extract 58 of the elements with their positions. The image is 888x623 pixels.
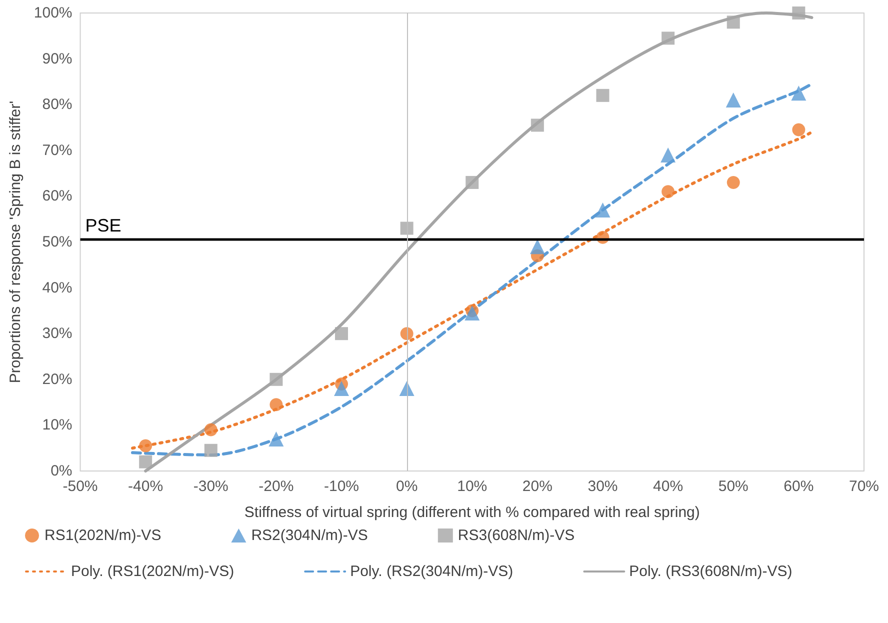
x-tick-label: 60% [784, 478, 814, 495]
point [466, 176, 479, 189]
y-tick-label: 80% [42, 96, 72, 114]
legend-label: Poly. (RS3(608N/m)-VS) [629, 563, 792, 580]
x-tick-label: 20% [522, 478, 552, 495]
x-tick-label: -30% [193, 478, 228, 495]
x-tick-label: -20% [258, 478, 294, 495]
x-tick-label: -40% [128, 478, 164, 495]
point [662, 32, 675, 45]
point [726, 92, 741, 108]
point [139, 439, 152, 452]
x-tick-label: 40% [653, 478, 684, 495]
point [726, 16, 740, 29]
y-tick-label: 30% [42, 325, 72, 342]
point [595, 202, 610, 218]
y-tick-label: 0% [50, 462, 72, 480]
point [270, 398, 283, 412]
point [335, 327, 348, 340]
legend-label: Poly. (RS1(202N/m)-VS) [71, 563, 234, 580]
ref-line-label: PSE [85, 216, 122, 236]
legend-label: RS2(304N/m)-VS [251, 527, 368, 544]
y-tick-label: 70% [42, 142, 72, 159]
point [792, 6, 806, 20]
y-tick-label: 60% [42, 188, 72, 205]
x-tick-label: -50% [62, 478, 98, 495]
x-tick-label: -10% [324, 478, 360, 495]
point [726, 176, 740, 189]
point [270, 372, 283, 386]
point [596, 88, 610, 102]
point [139, 455, 152, 468]
y-tick-label: 40% [42, 279, 72, 296]
y-tick-label: 100% [34, 4, 72, 22]
legend-label: RS1(202N/m)-VS [44, 527, 162, 544]
y-tick-label: 50% [42, 234, 72, 250]
point [204, 423, 218, 436]
y-tick-label: 90% [42, 50, 72, 68]
x-tick-label: 30% [588, 478, 618, 495]
point [334, 381, 350, 396]
legend-label: RS3(608N/m)-VS [458, 527, 575, 544]
point [268, 431, 284, 446]
point [530, 239, 545, 254]
x-axis-title: Stiffness of virtual spring (different with % compared with real spring) [244, 504, 700, 521]
x-tick-label: 70% [848, 478, 880, 495]
y-tick-label: 20% [42, 370, 72, 388]
x-tick-label: 50% [718, 478, 748, 495]
point [792, 123, 806, 136]
point [660, 147, 676, 162]
point [530, 118, 544, 132]
x-tick-label: 10% [457, 478, 488, 495]
point [662, 185, 675, 198]
point [400, 222, 414, 235]
legend-label: Poly. (RS2(304N/m)-VS) [350, 563, 514, 580]
point [791, 86, 806, 101]
x-tick-label: 0% [396, 478, 418, 495]
y-axis-title: Proportions of response 'Spring B is stiffer' [7, 100, 24, 384]
y-tick-label: 10% [42, 416, 72, 434]
point [464, 305, 480, 320]
point [204, 444, 218, 457]
